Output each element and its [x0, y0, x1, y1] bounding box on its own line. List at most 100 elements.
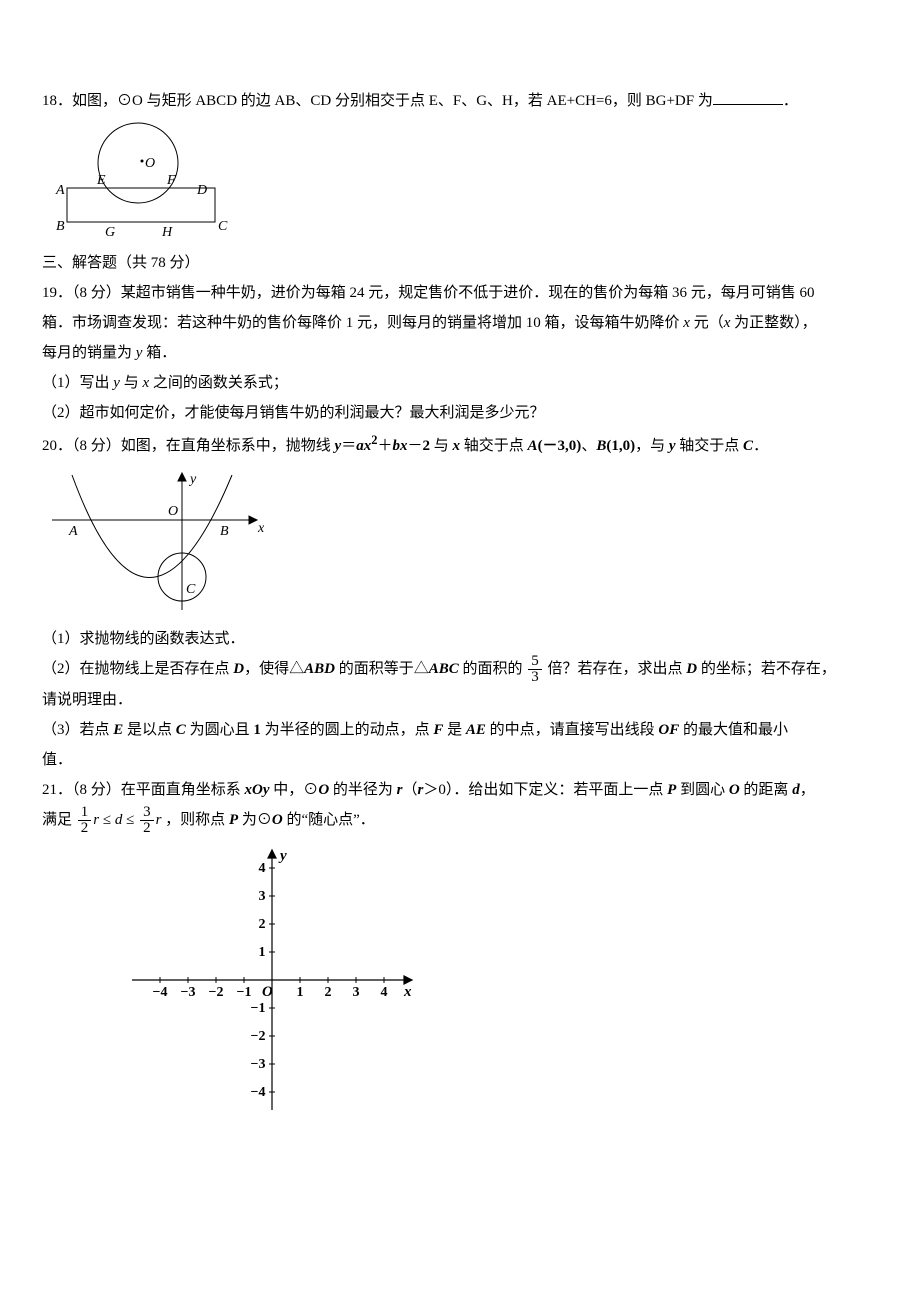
grid-yn3: −3: [251, 1057, 266, 1072]
q20-B: B: [596, 438, 606, 454]
q20-eq-minus: －: [408, 438, 423, 454]
q19-l2a: 箱．市场调查发现：若这种牛奶的售价每降价 1 元，则每月的销量将增加 10 箱，…: [42, 315, 683, 331]
q21-line2: 满足 12r ≤ d ≤ 32r ，则称点 P 为⊙O 的“随心点”．: [42, 805, 878, 836]
grid-yn1: −1: [251, 1001, 266, 1016]
q21-frac2: 32: [140, 805, 154, 836]
q21-l2c: ≤: [99, 812, 115, 828]
q20-C: C: [743, 438, 753, 454]
q19-l3c: 箱．: [142, 345, 176, 361]
q20-part3-l1: （3）若点 E 是以点 C 为圆心且 1 为半径的圆上的动点，点 F 是 AE …: [42, 715, 878, 745]
grid-xp4: 4: [381, 985, 388, 1000]
q20-t7: 轴交于点: [676, 438, 744, 454]
q21-l2g: ，则称点: [161, 812, 229, 828]
q19-l2c: 元（: [690, 315, 724, 331]
grid-yp2: 2: [259, 917, 266, 932]
q21-grid-figure: 1 2 3 4 −4 −3 −2 −1 1 2 3 4 −1 −2 −3 −4 …: [122, 840, 878, 1120]
q19-p1a: （1）写出: [42, 375, 113, 391]
q21-points: （8 分）: [72, 782, 121, 798]
q21-l2a: 满足: [42, 812, 76, 828]
q21-l2e: ≤: [122, 812, 138, 828]
q20-p2j: 的坐标；若不存在，: [697, 661, 836, 677]
q18-figure: A B C D E F G H O: [42, 120, 878, 244]
q20-p3b: E: [113, 722, 123, 738]
q21-t2: xOy: [245, 782, 270, 798]
grid-x: x: [403, 984, 412, 1000]
q20-frac: 53: [528, 654, 542, 685]
q20-part2-l1: （2）在抛物线上是否存在点 D，使得△ABD 的面积等于△ABC 的面积的 53…: [42, 654, 878, 685]
q20-p3m: 的最大值和最小: [679, 722, 788, 738]
q20-p3k: 的中点，请直接写出线段: [486, 722, 659, 738]
q18-label-E: E: [96, 173, 106, 188]
q20-number: 20．: [42, 438, 72, 454]
q20-eq-plus: ＋: [377, 438, 392, 454]
q19-line1: 19．（8 分）某超市销售一种牛奶，进价为每箱 24 元，规定售价不低于进价．现…: [42, 278, 878, 308]
q19-line2: 箱．市场调查发现：若这种牛奶的售价每降价 1 元，则每月的销量将增加 10 箱，…: [42, 308, 878, 338]
q20-figure: y x O A B C: [42, 465, 878, 620]
q19-p1b: y: [113, 375, 120, 391]
grid-xn2: −2: [209, 985, 224, 1000]
q21-f2d: 2: [140, 821, 154, 836]
q18-label-A: A: [55, 183, 65, 198]
q19-l2e: 为正整数），: [730, 315, 816, 331]
q20-p3e: 为圆心且: [186, 722, 254, 738]
q20-p2i: D: [686, 661, 697, 677]
q20-p3c: 是以点: [123, 722, 176, 738]
q20-p3j: AE: [466, 722, 486, 738]
q21-f2n: 3: [140, 805, 154, 821]
q20-part1: （1）求抛物线的函数表达式．: [42, 624, 878, 654]
q20-fig-x: x: [257, 521, 265, 536]
q20-p2h: 倍？若存在，求出点: [544, 661, 687, 677]
q18-label-O: O: [145, 156, 155, 171]
q20-p2f: ABC: [429, 661, 459, 677]
q20-fig-O: O: [168, 504, 178, 519]
grid-yp1: 1: [259, 945, 266, 960]
q21-l2h: P: [229, 812, 238, 828]
grid-xp3: 3: [353, 985, 360, 1000]
q20-Aco: (－3,0): [538, 438, 582, 454]
q18-text: 18．如图，⊙O 与矩形 ABCD 的边 AB、CD 分别相交于点 E、F、G、…: [42, 86, 878, 116]
q20-t4: 轴交于点: [460, 438, 528, 454]
q20-part2-l2: 请说明理由．: [42, 685, 878, 715]
q21-f1d: 2: [78, 821, 92, 836]
q18-label-C: C: [218, 219, 228, 234]
q20-p2b: D: [233, 661, 244, 677]
grid-xn3: −3: [181, 985, 196, 1000]
q18-label-B: B: [56, 219, 65, 234]
q19-line3: 每月的销量为 y 箱．: [42, 338, 878, 368]
q21-frac1: 12: [78, 805, 92, 836]
q20-frac-num: 5: [528, 654, 542, 670]
q20-fig-C: C: [186, 582, 196, 597]
grid-y: y: [278, 848, 287, 864]
q21-t7: （: [403, 782, 418, 798]
q21-l2k: 的“随心点”．: [283, 812, 375, 828]
q21-t10: P: [667, 782, 676, 798]
grid-yn4: −4: [251, 1085, 266, 1100]
q20-t3: x: [453, 438, 461, 454]
q20-t6: y: [669, 438, 676, 454]
grid-yp4: 4: [259, 861, 266, 876]
q20-p3g: 为半径的圆上的动点，点: [261, 722, 434, 738]
q20-p3f: 1: [253, 722, 261, 738]
q20-part3-l2: 值．: [42, 745, 878, 775]
q21-t1: 在平面直角坐标系: [121, 782, 245, 798]
q21-l2j: O: [272, 812, 283, 828]
q18-label-H: H: [161, 225, 173, 240]
q20-eq-eq: ＝: [341, 438, 356, 454]
q21-number: 21．: [42, 782, 72, 798]
q19-part1: （1）写出 y 与 x 之间的函数关系式；: [42, 368, 878, 398]
q21-f1n: 1: [78, 805, 92, 821]
q20-p2e: 的面积等于△: [335, 661, 429, 677]
q20-sep: 、: [581, 438, 596, 454]
q20-p3i: 是: [443, 722, 466, 738]
grid-yp3: 3: [259, 889, 266, 904]
q20-Bco: (1,0): [606, 438, 635, 454]
q20-p3a: （3）若点: [42, 722, 113, 738]
q21-t9: ＞0）．给出如下定义：若平面上一点: [423, 782, 667, 798]
q21-t5: 的半径为: [329, 782, 397, 798]
q20-p3d: C: [176, 722, 186, 738]
q18-post: ．: [783, 93, 798, 109]
section3-title: 三、解答题（共 78 分）: [42, 248, 878, 278]
q20-fig-A: A: [68, 524, 78, 539]
q18-label-F: F: [166, 173, 176, 188]
q20-eq-c: 2: [423, 438, 431, 454]
